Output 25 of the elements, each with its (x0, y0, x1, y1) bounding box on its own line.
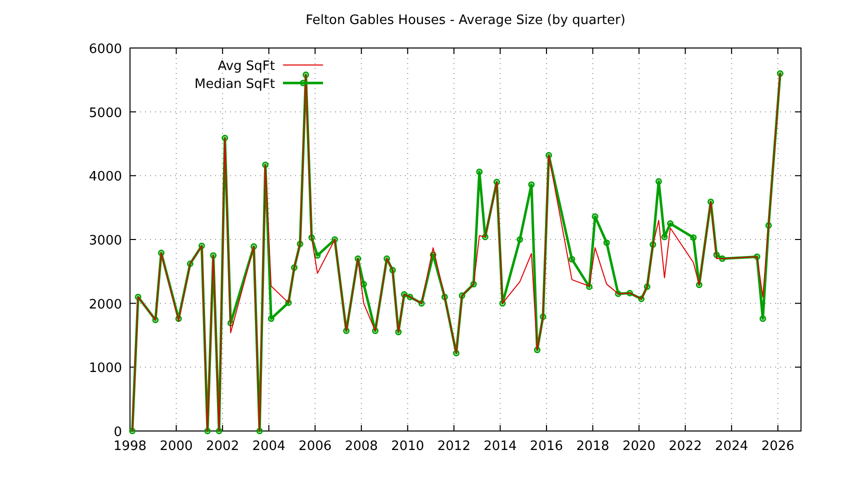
legend-label: Avg SqFt (218, 59, 275, 74)
y-tick-label: 4000 (88, 170, 122, 185)
legend-label: Median SqFt (194, 77, 275, 92)
x-tick-label: 2006 (298, 439, 332, 454)
x-tick-label: 2016 (530, 439, 564, 454)
x-tick-label: 2014 (484, 439, 517, 454)
x-tick-label: 2002 (206, 439, 240, 454)
y-tick-label: 5000 (88, 106, 122, 121)
x-tick-label: 2004 (252, 439, 286, 454)
chart-title: Felton Gables Houses - Average Size (by quarter) (306, 13, 626, 28)
y-tick-label: 6000 (88, 42, 122, 57)
x-tick-label: 2012 (437, 439, 470, 454)
y-tick-label: 0 (114, 425, 122, 440)
x-tick-label: 2000 (160, 439, 193, 454)
x-tick-label: 2008 (344, 439, 378, 454)
x-tick-label: 2020 (622, 439, 656, 454)
x-tick-label: 2018 (576, 439, 610, 454)
y-tick-label: 1000 (88, 361, 122, 376)
x-tick-label: 2010 (391, 439, 424, 454)
y-tick-label: 3000 (88, 234, 122, 248)
y-tick-label: 2000 (88, 297, 122, 312)
x-tick-label: 2026 (761, 439, 794, 454)
x-tick-label: 2024 (715, 439, 748, 454)
x-tick-label: 2022 (668, 439, 702, 454)
x-tick-label: 1998 (113, 439, 147, 454)
